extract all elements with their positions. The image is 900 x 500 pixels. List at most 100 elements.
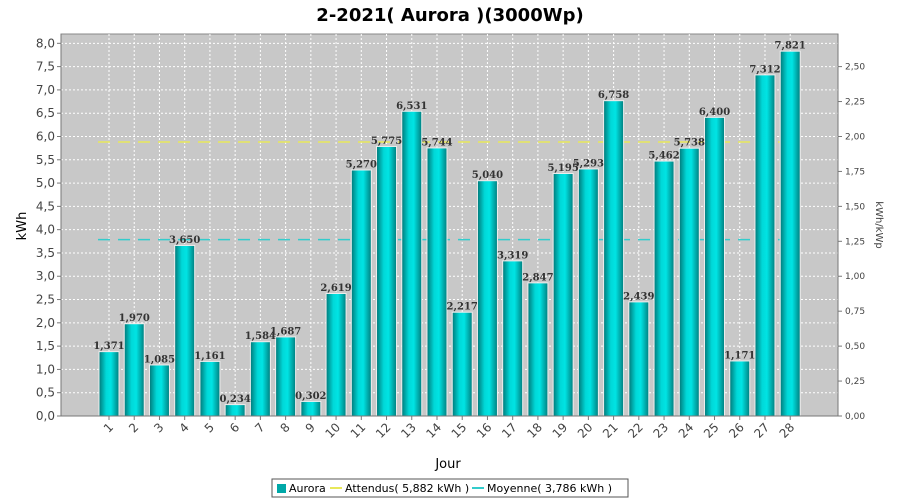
bar [250, 342, 270, 416]
bar [503, 261, 523, 416]
x-tick-label: 5 [202, 420, 217, 435]
bar [730, 361, 750, 416]
bar-value-label: 5,738 [674, 138, 705, 149]
bar-value-label: 3,650 [169, 235, 200, 246]
chart-title: 2-2021( Aurora )(3000Wp) [316, 5, 583, 26]
bar [528, 283, 548, 416]
bar-value-label: 2,217 [447, 302, 478, 313]
x-tick-label: 14 [423, 420, 444, 441]
bar-value-label: 1,371 [93, 341, 124, 352]
bar-value-label: 3,319 [497, 250, 528, 261]
x-tick-label: 24 [676, 420, 697, 441]
y2-tick-label: 1,50 [845, 202, 865, 212]
x-tick-label: 4 [177, 420, 192, 435]
bar-value-label: 5,744 [421, 137, 452, 148]
bar [578, 169, 598, 416]
bars [98, 50, 801, 417]
bar-value-label: 1,584 [245, 331, 276, 342]
bar-value-label: 2,439 [623, 291, 654, 302]
bar [629, 302, 649, 416]
x-tick-label: 15 [449, 420, 470, 441]
legend-label-attendus: Attendus( 5,882 kWh ) [345, 482, 469, 495]
y-axis-left: 0,0 0,5 1,0 1,5 2,0 2,5 3,0 3,5 4,0 4,5 5,0 5,5 6,0 6… [36, 34, 62, 423]
x-tick-label: 28 [777, 420, 798, 441]
legend-label-aurora: Aurora [289, 482, 326, 495]
x-tick-label: 8 [277, 420, 292, 435]
y2-tick-label: 1,75 [845, 167, 865, 177]
bar [99, 352, 119, 416]
x-tick-label: 27 [751, 420, 772, 441]
y-tick-label: 0,5 [36, 386, 55, 400]
x-tick-label: 11 [348, 420, 369, 441]
y2-tick-label: 0,75 [845, 307, 865, 317]
bar [124, 324, 144, 416]
bar [149, 365, 169, 416]
bar [402, 111, 422, 416]
y2-axis-title: kWh/kWp [873, 201, 884, 248]
bar [225, 405, 245, 416]
x-axis: 1 2 3 4 5 6 7 8 9 10 11 12 13 14 15 16 17 18 19 20 21 22 23 24 2… [61, 415, 838, 441]
bar [276, 337, 296, 416]
bar [427, 148, 447, 416]
bar-value-label: 1,161 [194, 351, 225, 362]
bar-value-label: 1,970 [119, 313, 150, 324]
y-tick-label: 0,0 [36, 409, 55, 423]
y-tick-label: 7,5 [36, 60, 55, 74]
bar-value-label: 6,400 [699, 107, 730, 118]
legend-swatch-aurora [277, 484, 286, 493]
bar [200, 361, 220, 416]
x-tick-label: 21 [600, 420, 621, 441]
bar [553, 173, 573, 416]
y2-tick-label: 2,50 [845, 63, 865, 73]
bar-value-label: 5,195 [547, 163, 578, 174]
bar-value-label: 5,040 [472, 170, 503, 181]
bar [654, 161, 674, 416]
y-tick-label: 4,0 [36, 223, 55, 237]
x-tick-label: 20 [575, 420, 596, 441]
bar [452, 312, 472, 416]
x-tick-label: 17 [499, 420, 520, 441]
bar-value-label: 1,171 [724, 350, 755, 361]
y-tick-label: 8,0 [36, 36, 55, 50]
bar-value-label: 5,270 [346, 159, 377, 170]
x-tick-label: 7 [252, 420, 267, 435]
x-tick-label: 3 [151, 420, 166, 435]
legend-label-moyenne: Moyenne( 3,786 kWh ) [487, 482, 612, 495]
x-tick-label: 18 [524, 420, 545, 441]
bar-value-label: 1,687 [270, 326, 301, 337]
x-tick-label: 9 [303, 420, 318, 435]
bar [780, 51, 800, 416]
x-tick-label: 26 [726, 420, 747, 441]
y-axis-title: kWh [15, 212, 30, 241]
y-tick-label: 3,0 [36, 269, 55, 283]
y-tick-label: 6,0 [36, 129, 55, 143]
y-tick-label: 3,5 [36, 246, 55, 260]
bar [705, 117, 725, 416]
x-tick-label: 25 [701, 420, 722, 441]
bar [679, 148, 699, 416]
bar-value-label: 2,847 [522, 272, 553, 283]
y2-tick-label: 0,00 [845, 412, 865, 422]
x-tick-label: 6 [227, 420, 242, 435]
bar [604, 101, 624, 417]
y-axis-right: 0,00 0,25 0,50 0,75 1,00 1,25 1,50 1,75 2,00 2,25… [837, 34, 865, 422]
y-tick-label: 6,5 [36, 106, 55, 120]
y-tick-label: 1,0 [36, 362, 55, 376]
bar-value-label: 5,462 [648, 151, 679, 162]
y-tick-label: 2,0 [36, 316, 55, 330]
y-tick-label: 5,5 [36, 153, 55, 167]
bar-value-label: 2,619 [320, 283, 351, 294]
bar [351, 170, 371, 416]
x-axis-title: Jour [434, 457, 461, 472]
bar [175, 245, 195, 416]
bar-labels: 1,371 1,970 1,085 3,650 1,161 0,234 1,5841,687… [93, 41, 806, 405]
x-tick-label: 16 [474, 420, 495, 441]
y-tick-label: 1,5 [36, 339, 55, 353]
x-tick-label: 19 [550, 420, 571, 441]
bar-value-label: 0,302 [295, 391, 326, 402]
x-tick-label: 23 [650, 420, 671, 441]
legend: Aurora Attendus( 5,882 kWh ) Moyenne( 3,78… [271, 478, 629, 498]
y-tick-label: 4,5 [36, 199, 55, 213]
y2-tick-label: 1,00 [845, 272, 865, 282]
bar [755, 75, 775, 417]
